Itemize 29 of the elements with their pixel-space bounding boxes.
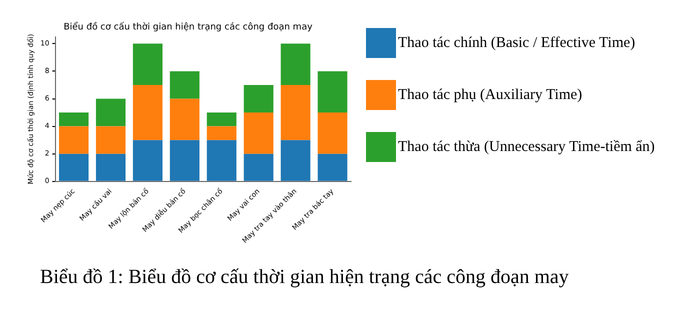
bar bbox=[280, 44, 310, 85]
legend-label: Thao tác thừa (Unnecessary Time-tiềm ẩn) bbox=[398, 138, 655, 156]
bar bbox=[280, 140, 310, 181]
bar bbox=[96, 154, 126, 181]
bar bbox=[59, 154, 89, 181]
bar bbox=[96, 98, 126, 126]
text: Biểu đồ 1: Biểu đồ cơ cấu thời gian hiện trạng các công đoạn may bbox=[40, 266, 569, 289]
bar bbox=[96, 126, 126, 154]
bar bbox=[170, 98, 200, 140]
bar bbox=[244, 112, 274, 154]
legend-label: Thao tác phụ (Auxiliary Time) bbox=[398, 86, 582, 104]
bar bbox=[206, 112, 236, 126]
bar bbox=[244, 84, 274, 113]
bar bbox=[318, 71, 348, 113]
chart-title: Biểu đồ cơ cấu thời gian hiện trạng các công đoạn may bbox=[64, 22, 314, 33]
bar bbox=[170, 140, 200, 181]
bar bbox=[318, 154, 348, 181]
bar bbox=[59, 112, 89, 126]
bar bbox=[318, 112, 348, 154]
bar bbox=[280, 84, 310, 140]
bar bbox=[132, 140, 162, 181]
legend-label: Thao tác chính (Basic / Effective Time) bbox=[398, 34, 636, 52]
bar bbox=[132, 84, 162, 140]
bar bbox=[132, 44, 162, 85]
bar bbox=[244, 154, 274, 181]
bar bbox=[170, 71, 200, 99]
bar bbox=[59, 126, 89, 154]
bar bbox=[206, 140, 236, 181]
bar bbox=[206, 126, 236, 140]
